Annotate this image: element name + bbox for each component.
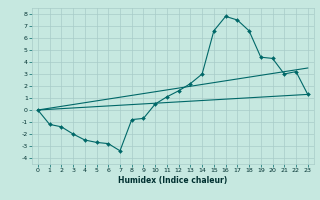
X-axis label: Humidex (Indice chaleur): Humidex (Indice chaleur) — [118, 176, 228, 185]
